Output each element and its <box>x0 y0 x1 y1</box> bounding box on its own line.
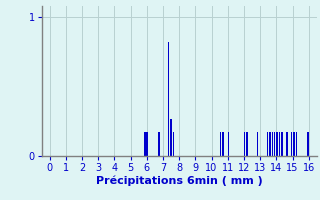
Bar <box>168 42 169 156</box>
Bar <box>228 132 229 156</box>
Bar <box>281 132 283 156</box>
Bar <box>276 132 278 156</box>
Bar <box>307 132 308 156</box>
Bar <box>267 132 268 156</box>
Bar <box>269 132 271 156</box>
Bar <box>286 132 288 156</box>
Bar <box>158 132 160 156</box>
Bar <box>257 132 259 156</box>
Bar <box>293 132 295 156</box>
Bar <box>147 132 148 156</box>
Bar <box>244 132 245 156</box>
Bar <box>220 132 221 156</box>
Bar <box>145 132 147 156</box>
Bar <box>173 132 174 156</box>
Bar <box>296 132 297 156</box>
Bar <box>274 132 276 156</box>
Bar <box>291 132 292 156</box>
Bar <box>170 118 172 156</box>
Bar <box>246 132 248 156</box>
Bar <box>279 132 280 156</box>
Bar <box>222 132 224 156</box>
Bar <box>144 132 145 156</box>
X-axis label: Précipitations 6min ( mm ): Précipitations 6min ( mm ) <box>96 176 263 186</box>
Bar <box>272 132 273 156</box>
